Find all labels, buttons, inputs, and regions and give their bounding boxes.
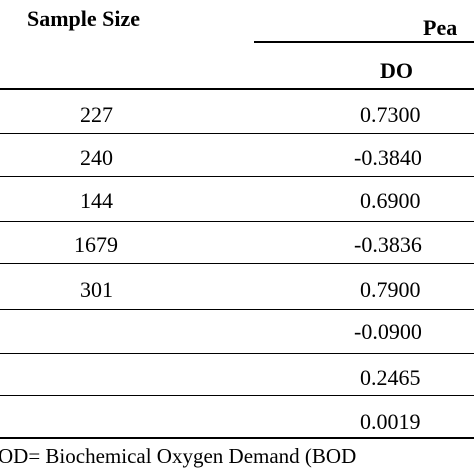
do-cell: -0.3836: [354, 232, 422, 257]
sample-size-cell: 1679: [74, 232, 118, 257]
column-header-sample-size: Sample Size: [27, 6, 141, 31]
column-header-do: DO: [380, 58, 413, 83]
do-cell: 0.0019: [360, 409, 421, 434]
row-divider: [0, 263, 474, 264]
header-bottom-rule: [0, 88, 474, 90]
do-cell: 0.2465: [360, 365, 421, 390]
row-divider: [0, 395, 474, 396]
row-divider: [0, 309, 474, 310]
do-cell: 0.7900: [360, 277, 421, 302]
sample-size-cell: 301: [80, 277, 113, 302]
sample-size-cell: 227: [80, 102, 113, 127]
group-header-rule: [254, 41, 474, 43]
row-divider: [0, 353, 474, 354]
sample-size-cell: 240: [80, 145, 113, 170]
sample-size-cell: 144: [80, 188, 113, 213]
row-divider: [0, 133, 474, 134]
do-cell: 0.6900: [360, 188, 421, 213]
do-cell: -0.0900: [354, 319, 422, 344]
do-cell: -0.3840: [354, 145, 422, 170]
table-bottom-rule: [0, 437, 474, 439]
do-cell: 0.7300: [360, 102, 421, 127]
column-group-header: Pea: [423, 15, 458, 40]
table-footnote: OD= Biochemical Oxygen Demand (BOD: [0, 444, 357, 468]
row-divider: [0, 221, 474, 222]
row-divider: [0, 176, 474, 177]
